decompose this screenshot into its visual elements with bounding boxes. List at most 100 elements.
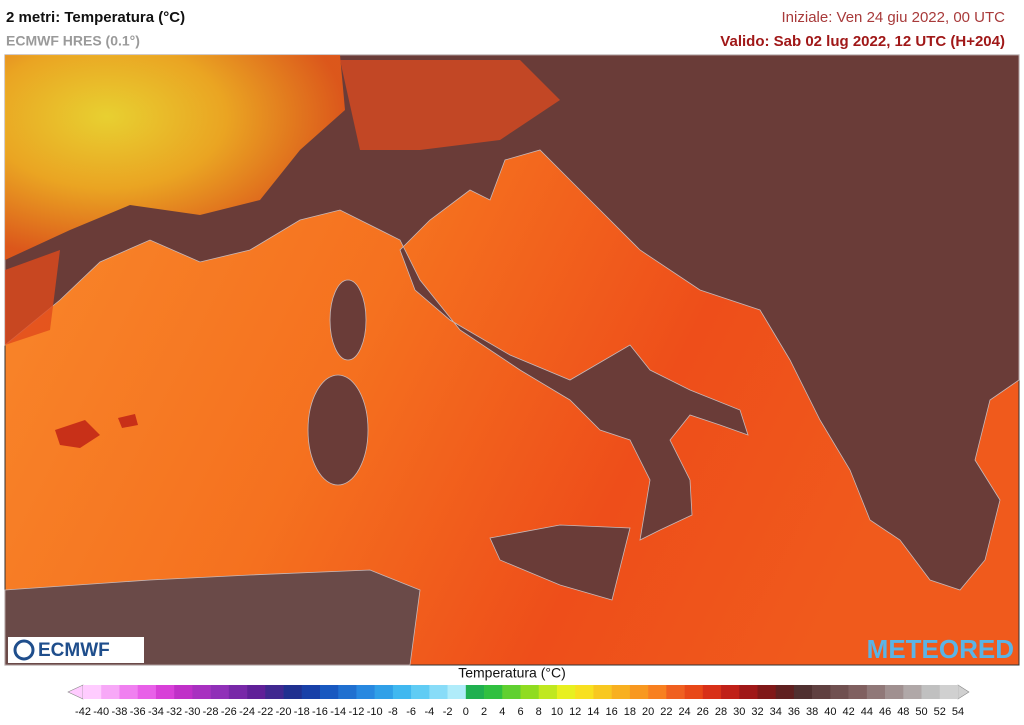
colorbar-tick-label: 24 [678, 706, 690, 718]
colorbar-swatch [356, 685, 375, 699]
colorbar-swatch [556, 685, 576, 699]
colorbar-tick-label: -28 [203, 706, 219, 718]
colorbar-swatch [392, 685, 412, 699]
sicily [489, 524, 631, 601]
colorbar-low-end [67, 684, 84, 700]
colorbar-tick-label: 26 [697, 706, 709, 718]
colorbar-swatch [739, 685, 758, 699]
colorbar-tick-label: -6 [406, 706, 416, 718]
menorca [118, 414, 138, 428]
colorbar-swatch [611, 685, 631, 699]
colorbar-swatch [301, 685, 321, 699]
colorbar-tick-label: 32 [751, 706, 763, 718]
colorbar-swatch [684, 685, 704, 699]
map-title: 2 metri: Temperatura (°C) [6, 9, 185, 26]
colorbar-swatch [83, 685, 102, 699]
colorbar-swatch [137, 685, 157, 699]
colorbar-tick-label: 22 [660, 706, 672, 718]
colorbar-tick-label: -36 [130, 706, 146, 718]
colorbar-tick-label: -2 [443, 706, 453, 718]
colorbar-tick-label: 14 [587, 706, 599, 718]
colorbar-tick-label: 36 [788, 706, 800, 718]
colorbar-tick-label: 34 [770, 706, 782, 718]
colorbar-tick-label: -34 [148, 706, 164, 718]
colorbar-swatch [192, 685, 211, 699]
colorbar-tick-label: -8 [388, 706, 398, 718]
colorbar-tick-label: -10 [367, 706, 383, 718]
colorbar-swatch [721, 685, 740, 699]
colorbar-tick-label: 54 [952, 706, 964, 718]
colorbar-tick-label: 20 [642, 706, 654, 718]
colorbar-tick-label: 10 [551, 706, 563, 718]
colorbar-tick-label: 8 [536, 706, 542, 718]
colorbar-tick-label: -40 [93, 706, 109, 718]
colorbar-swatch [465, 685, 485, 699]
colorbar-tick-label: 38 [806, 706, 818, 718]
init-time: Iniziale: Ven 24 giu 2022, 00 UTC [782, 9, 1006, 26]
colorbar-swatch [447, 685, 467, 699]
colorbar-swatch [538, 685, 558, 699]
colorbar-swatch [228, 685, 248, 699]
alps-east [340, 60, 560, 150]
colorbar-swatch [830, 685, 849, 699]
colorbar-swatch [411, 685, 430, 699]
colorbar-swatch [484, 685, 503, 699]
colorbar-swatch [101, 685, 120, 699]
colorbar-swatch [593, 685, 612, 699]
colorbar-swatch [319, 685, 339, 699]
colorbar-swatch [338, 685, 357, 699]
colorbar-tick-label: -24 [239, 706, 255, 718]
legend-title: Temperatura (°C) [458, 665, 566, 681]
colorbar-tick-label: -22 [257, 706, 273, 718]
colorbar-swatch [283, 685, 303, 699]
colorbar-tick-label: 42 [843, 706, 855, 718]
corsica [329, 279, 367, 361]
colorbar-tick-label: 46 [879, 706, 891, 718]
colorbar-tick-label: 6 [517, 706, 523, 718]
colorbar-tick-label: 28 [715, 706, 727, 718]
colorbar-swatch [793, 685, 813, 699]
colorbar-swatch [648, 685, 667, 699]
colorbar-tick-label: -26 [221, 706, 237, 718]
alps [5, 55, 345, 260]
colorbar-tick-label: 4 [499, 706, 505, 718]
colorbar-swatch [757, 685, 777, 699]
map: ECMWF METEORED [4, 54, 1020, 666]
colorbar-swatch [210, 685, 230, 699]
colorbar-tick-label: 48 [897, 706, 909, 718]
colorbar-tick-label: 12 [569, 706, 581, 718]
colorbar-swatch [702, 685, 722, 699]
colorbar-swatch [848, 685, 868, 699]
colorbar-tick-label: 0 [463, 706, 469, 718]
colorbar-tick-label: 50 [915, 706, 927, 718]
colorbar-tick-label: -4 [424, 706, 434, 718]
colorbar-tick-label: -16 [312, 706, 328, 718]
colorbar-swatch [921, 685, 941, 699]
colorbar-swatch [174, 685, 193, 699]
colorbar-tick-label: 16 [606, 706, 618, 718]
colorbar-high-end [957, 684, 970, 700]
colorbar-tick-label: 30 [733, 706, 745, 718]
colorbar-swatch [629, 685, 649, 699]
colorbar-swatch [866, 685, 886, 699]
mallorca [55, 420, 100, 448]
colorbar-tick-label: -18 [294, 706, 310, 718]
ecmwf-logo-text: ECMWF [38, 640, 110, 661]
colorbar-tick-label: -12 [348, 706, 364, 718]
colorbar-swatch [502, 685, 521, 699]
colorbar-tick-label: 18 [624, 706, 636, 718]
colorbar-swatch [429, 685, 448, 699]
meteored-logo: METEORED [867, 634, 1014, 664]
colorbar-swatch [520, 685, 540, 699]
colorbar-swatch [374, 685, 394, 699]
colorbar-tick-label: 44 [861, 706, 873, 718]
colorbar-tick-label: -20 [276, 706, 292, 718]
colorbar-tick-label: -38 [112, 706, 128, 718]
colorbar-swatch [265, 685, 284, 699]
colorbar-swatch [155, 685, 175, 699]
colorbar-tick-label: -42 [75, 706, 91, 718]
valid-time: Valido: Sab 02 lug 2022, 12 UTC (H+204) [720, 33, 1005, 50]
model-name: ECMWF HRES (0.1°) [6, 33, 140, 49]
